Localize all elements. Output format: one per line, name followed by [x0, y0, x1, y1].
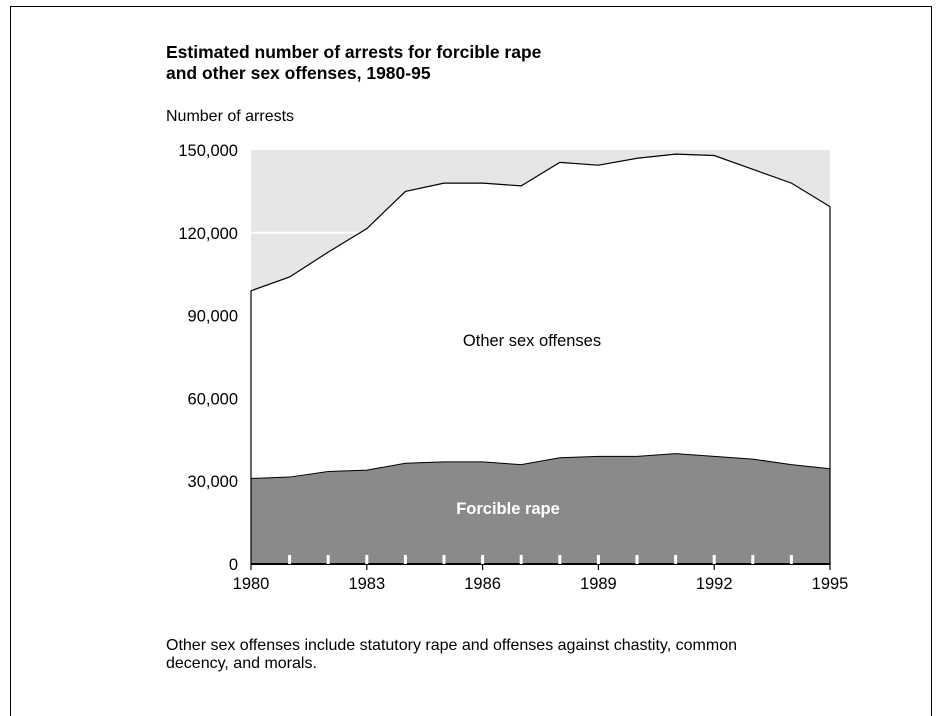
chart-frame: [10, 6, 932, 716]
y-tick-label: 90,000: [188, 308, 238, 326]
y-tick-label: 120,000: [178, 225, 238, 243]
area-forcible-rape: [251, 453, 830, 564]
y-axis-label: Number of arrests: [166, 108, 295, 125]
x-tick-label: 1983: [348, 575, 385, 593]
chart-note: Other sex offenses include statutory rap…: [166, 637, 737, 672]
line-other-sex-offenses: [250, 153, 831, 292]
x-tick-label: 1980: [233, 575, 270, 593]
x-tick-label: 1989: [580, 575, 617, 593]
label-other-sex-offenses: Other sex offenses: [463, 332, 601, 350]
y-tick-label: 30,000: [188, 473, 238, 491]
chart-title-line-1: Estimated number of arrests for forcible…: [166, 42, 542, 62]
chart-title: Estimated number of arrests for forcible…: [166, 42, 541, 84]
x-tick-label: 1992: [696, 575, 733, 593]
y-tick-label: 60,000: [188, 390, 238, 408]
y-tick-label: 0: [229, 556, 238, 574]
chart-title-line-2: and other sex offenses, 1980-95: [166, 63, 431, 83]
y-tick-label: 150,000: [178, 142, 238, 160]
x-tick-label: 1986: [464, 575, 501, 593]
x-tick-label: 1995: [812, 575, 849, 593]
label-forcible-rape: Forcible rape: [456, 500, 560, 518]
line-forcible-rape: [250, 453, 831, 479]
